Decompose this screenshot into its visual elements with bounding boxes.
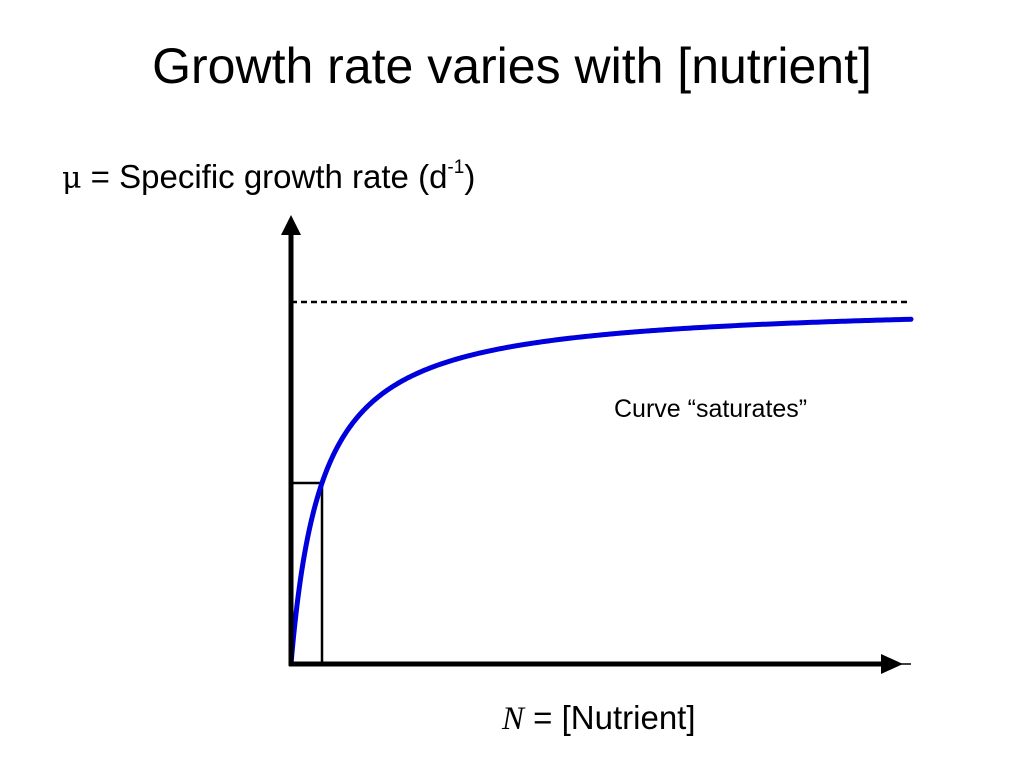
y-axis-label-text: = Specific growth rate (d xyxy=(81,158,448,195)
mu-symbol: μ xyxy=(62,161,82,196)
y-axis-label: μ = Specific growth rate (d-1) xyxy=(62,156,475,200)
y-axis-label-superscript: -1 xyxy=(447,157,465,178)
x-axis-arrowhead xyxy=(881,654,903,674)
growth-rate-curve xyxy=(288,316,914,667)
slide-title: Growth rate varies with [nutrient] xyxy=(152,38,872,94)
x-axis-label-text: = [Nutrient] xyxy=(524,699,696,736)
x-axis-label: N = [Nutrient] xyxy=(502,697,696,740)
n-symbol: N xyxy=(502,701,525,737)
saturation-annotation: Curve “saturates” xyxy=(614,395,808,423)
y-axis-label-close: ) xyxy=(464,158,476,195)
y-axis-arrowhead xyxy=(281,215,301,235)
